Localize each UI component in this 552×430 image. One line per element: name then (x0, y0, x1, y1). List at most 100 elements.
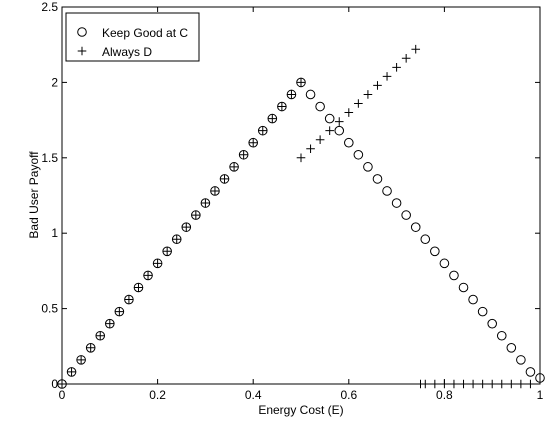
data-point-plus (430, 379, 440, 389)
data-point-circle (324, 113, 335, 124)
data-point-plus (134, 283, 143, 292)
data-point-circle (391, 198, 402, 208)
data-point-plus (287, 90, 296, 99)
data-point-plus (401, 53, 411, 63)
data-point-circle (353, 149, 364, 160)
data-point-plus (325, 126, 334, 135)
y-axis-label: Bad User Payoff (27, 151, 41, 239)
data-point-circle (363, 162, 373, 172)
data-point-circle (410, 222, 421, 232)
data-point-plus (507, 379, 516, 389)
x-tick-label: 0.2 (149, 388, 166, 402)
data-point-plus (143, 271, 153, 280)
data-point-plus (76, 355, 86, 365)
x-axis-label: Energy Cost (E) (258, 403, 343, 417)
legend-box (65, 12, 200, 62)
y-tick-label: 0 (51, 377, 58, 391)
data-point-circle (382, 186, 392, 196)
plot-frame (61, 6, 541, 385)
data-point-plus (239, 150, 248, 160)
data-point-plus (487, 379, 497, 389)
data-point-plus (306, 144, 315, 154)
y-tick-label: 1 (51, 226, 58, 240)
data-point-circle (487, 318, 498, 329)
data-point-circle (305, 89, 316, 100)
x-tick-label: 0.6 (340, 388, 357, 402)
data-point-plus (334, 117, 344, 126)
legend-markers (77, 27, 87, 56)
y-tick-label: 2.5 (41, 0, 58, 14)
legend-entry-always-d: Always D (102, 45, 152, 59)
data-point-plus (354, 99, 363, 108)
data-point-plus (526, 379, 535, 389)
data-point-plus (459, 379, 468, 389)
data-point-plus (382, 72, 392, 81)
data-point-plus (268, 114, 277, 123)
x-tick-label: 1 (537, 388, 544, 402)
data-point-circle (506, 343, 517, 353)
data-point-plus (229, 162, 239, 172)
legend-marker-circle (77, 27, 87, 37)
x-tick-label: 0.4 (245, 388, 262, 402)
legend-marker-plus (77, 46, 87, 56)
data-point-plus (392, 63, 401, 72)
data-point-circle (525, 367, 536, 377)
data-point-circle (477, 306, 488, 317)
data-point-plus (468, 379, 478, 389)
data-point-plus (315, 135, 325, 145)
y-tick-label: 2 (51, 75, 58, 89)
y-tick-label: 1.5 (41, 151, 58, 165)
data-point-circle (344, 137, 354, 148)
data-point-plus (172, 234, 182, 244)
data-marks (57, 44, 545, 389)
data-point-circle (449, 270, 459, 281)
x-tick-label: 0.8 (436, 388, 453, 402)
data-point-plus (277, 102, 287, 111)
data-point-plus (210, 186, 220, 196)
tick-labels: 0 0.2 0.4 0.6 0.8 1 0 0.5 1 1.5 2 2.5 (41, 0, 543, 402)
data-point-circle (430, 246, 440, 257)
data-point-circle (468, 294, 478, 305)
data-point-plus (153, 259, 162, 268)
data-point-plus (363, 90, 373, 99)
data-point-plus (497, 379, 507, 389)
data-point-plus (57, 379, 67, 389)
data-point-plus (220, 174, 229, 184)
data-point-plus (478, 379, 487, 389)
y-tick-label: 0.5 (41, 302, 58, 316)
data-point-plus (191, 210, 201, 220)
data-point-circle (535, 373, 545, 383)
data-point-plus (449, 379, 459, 389)
data-point-plus (516, 379, 526, 389)
data-point-plus (373, 81, 382, 90)
data-point-plus (95, 331, 105, 341)
legend-entry-keep-good: Keep Good at C (102, 26, 188, 40)
data-point-circle (439, 258, 450, 269)
data-point-circle (315, 101, 325, 112)
data-point-plus (105, 319, 115, 328)
data-point-plus (124, 295, 134, 304)
data-point-plus (296, 78, 306, 87)
data-point-plus (258, 126, 268, 135)
data-point-plus (67, 367, 76, 377)
data-point-circle (420, 234, 431, 245)
data-point-circle (334, 125, 345, 136)
data-point-plus (296, 153, 306, 163)
x-tick-label: 0 (59, 388, 66, 402)
data-point-plus (440, 379, 449, 389)
data-point-plus (344, 108, 354, 117)
data-point-plus (115, 307, 124, 316)
data-point-circle (458, 282, 469, 293)
data-point-circle (516, 355, 526, 365)
data-point-circle (401, 210, 411, 220)
data-point-plus (248, 138, 258, 148)
data-point-plus (201, 198, 210, 208)
data-point-plus (181, 222, 191, 232)
series-always-d (57, 44, 535, 389)
data-point-circle (372, 174, 383, 184)
data-point-plus (162, 246, 172, 256)
data-point-plus (420, 379, 430, 389)
data-point-plus (86, 343, 95, 353)
data-point-plus (411, 44, 421, 54)
